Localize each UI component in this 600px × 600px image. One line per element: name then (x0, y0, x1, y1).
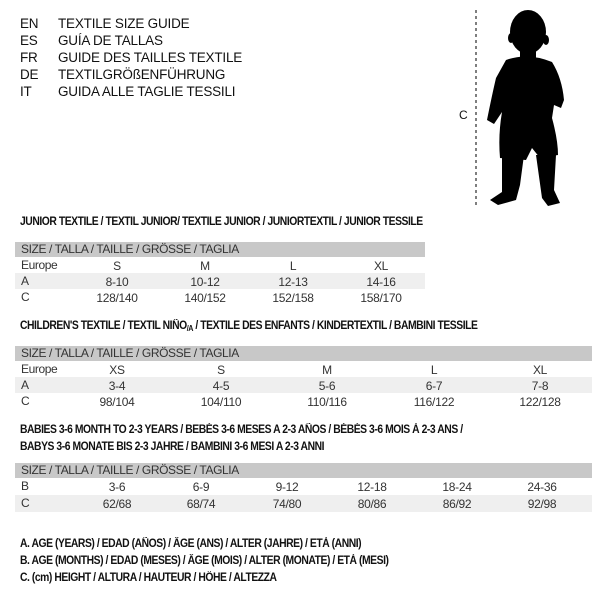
title-text: / TEXTILE DES ENFANTS / KINDERTEXTIL / B… (193, 320, 478, 332)
table-cell: S (113, 259, 121, 273)
table-cell: 110/116 (307, 395, 347, 409)
table-cell: 12-18 (357, 480, 387, 494)
babies-section-title-line2: BABYS 3-6 MONATE BIS 2-3 JAHRE / BAMBINI… (20, 441, 325, 453)
table-cell: 104/110 (200, 395, 242, 409)
height-measure-label: C (459, 108, 468, 122)
table-cell: 8-10 (105, 275, 129, 289)
table-header: SIZE / TALLA / TAILLE / GRÖSSE / TAGLIA (15, 346, 592, 361)
table-row: A 3-4 4-5 5-6 6-7 7-8 (15, 377, 592, 393)
title-de: TEXTILGRÖßENFÜHRUNG (58, 67, 226, 82)
table-cell: L (289, 259, 297, 273)
row-label: C (21, 394, 30, 408)
lang-code-es: ES (20, 33, 38, 48)
table-cell: 80/86 (357, 497, 387, 511)
table-cell: 6-7 (425, 379, 443, 393)
title-fr: GUIDE DES TAILLES TEXTILE (58, 50, 243, 65)
row-label: A (21, 274, 29, 288)
table-row: B 3-6 6-9 9-12 12-18 18-24 24-36 (15, 478, 592, 495)
lang-code-en: EN (20, 16, 39, 31)
junior-section-title: JUNIOR TEXTILE / TEXTIL JUNIOR/ TEXTILE … (20, 216, 423, 228)
table-row: C 128/140 140/152 152/158 158/170 (15, 289, 425, 305)
table-cell: M (322, 363, 332, 377)
table-cell: M (200, 259, 210, 273)
table-cell: 6-9 (192, 480, 210, 494)
table-row: A 8-10 10-12 12-13 14-16 (15, 273, 425, 289)
legend-c: C. (cm) HEIGHT / ALTURA / HAUTEUR / HÖHE… (20, 572, 277, 584)
children-size-table: SIZE / TALLA / TAILLE / GRÖSSE / TAGLIA … (15, 346, 592, 409)
table-cell: 122/128 (519, 395, 561, 409)
row-label: Europe (21, 362, 58, 376)
table-cell: 128/140 (96, 291, 138, 305)
child-silhouette-icon (487, 10, 564, 206)
table-cell: 24-36 (527, 480, 557, 494)
table-cell: 7-8 (531, 379, 549, 393)
title-es: GUÍA DE TALLAS (58, 33, 163, 48)
table-row: C 62/68 68/74 74/80 80/86 86/92 92/98 (15, 495, 592, 512)
lang-code-fr: FR (20, 50, 38, 65)
title-subscript: /A (186, 324, 194, 333)
title-en: TEXTILE SIZE GUIDE (58, 16, 190, 31)
table-cell: 62/68 (102, 497, 132, 511)
table-cell: 152/158 (272, 291, 314, 305)
child-silhouette-figure (475, 10, 564, 207)
table-cell: 86/92 (442, 497, 472, 511)
table-cell: XL (373, 259, 389, 273)
title-it: GUIDA ALLE TAGLIE TESSILI (58, 84, 236, 99)
table-cell: 3-4 (108, 379, 126, 393)
lang-code-it: IT (20, 84, 32, 99)
lang-code-de: DE (20, 67, 39, 82)
table-cell: 18-24 (442, 480, 472, 494)
table-header: SIZE / TALLA / TAILLE / GRÖSSE / TAGLIA (15, 242, 425, 257)
table-cell: 68/74 (186, 497, 216, 511)
table-cell: 92/98 (527, 497, 557, 511)
row-label: A (21, 378, 29, 392)
babies-section-title-line1: BABIES 3-6 MONTH TO 2-3 YEARS / BEBÉS 3-… (20, 424, 463, 436)
table-cell: 10-12 (190, 275, 220, 289)
table-cell: 3-6 (108, 480, 126, 494)
table-cell: 116/122 (413, 395, 455, 409)
table-cell: 4-5 (212, 379, 230, 393)
table-row: Europe S M L XL (15, 257, 425, 273)
table-cell: L (430, 363, 438, 377)
table-row: Europe XS S M L XL (15, 361, 592, 377)
table-cell: 158/170 (360, 291, 402, 305)
row-label: Europe (21, 258, 58, 272)
row-label: C (21, 496, 30, 510)
table-cell: 98/104 (99, 395, 135, 409)
legend-a: A. AGE (YEARS) / EDAD (AÑOS) / ÂGE (ANS)… (20, 538, 362, 550)
table-header: SIZE / TALLA / TAILLE / GRÖSSE / TAGLIA (15, 463, 592, 478)
table-cell: XL (532, 363, 548, 377)
junior-size-table: SIZE / TALLA / TAILLE / GRÖSSE / TAGLIA … (15, 242, 425, 305)
title-text: CHILDREN'S TEXTILE / TEXTIL NIÑO (20, 320, 187, 332)
table-cell: S (217, 363, 225, 377)
table-cell: 9-12 (275, 480, 299, 494)
table-cell: 5-6 (318, 379, 336, 393)
table-cell: 14-16 (366, 275, 396, 289)
table-cell: XS (109, 363, 125, 377)
table-cell: 140/152 (184, 291, 226, 305)
table-cell: 12-13 (278, 275, 308, 289)
legend-b: B. AGE (MONTHS) / EDAD (MESES) / ÂGE (MO… (20, 555, 389, 567)
table-cell: 74/80 (272, 497, 302, 511)
babies-size-table: SIZE / TALLA / TAILLE / GRÖSSE / TAGLIA … (15, 463, 592, 512)
table-row: C 98/104 104/110 110/116 116/122 122/128 (15, 393, 592, 409)
row-label: C (21, 290, 30, 304)
children-section-title: CHILDREN'S TEXTILE / TEXTIL NIÑO/A / TEX… (20, 320, 478, 333)
row-label: B (21, 479, 29, 493)
